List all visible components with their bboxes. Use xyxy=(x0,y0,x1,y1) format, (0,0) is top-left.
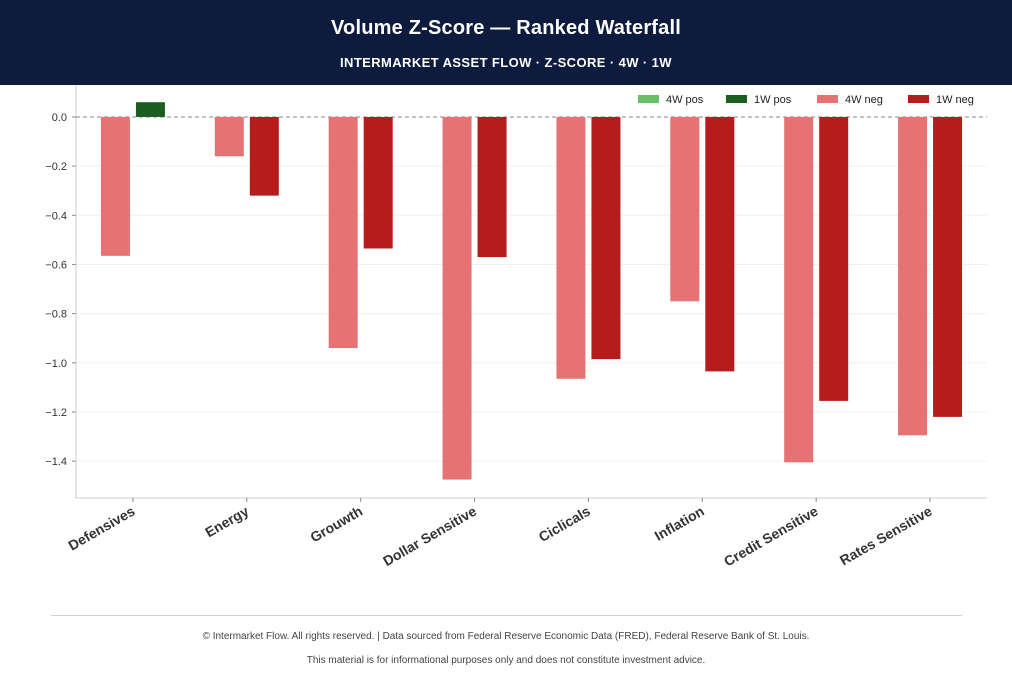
x-tick-label: Inflation xyxy=(652,503,707,544)
bar-1w-grouwth xyxy=(363,116,393,249)
y-tick-label: −1.4 xyxy=(45,456,67,468)
x-tick-label: Rates Sensitive xyxy=(837,503,935,569)
footer-disclaimer: This material is for informational purpo… xyxy=(306,655,706,666)
chart-title: Volume Z-Score — Ranked Waterfall xyxy=(330,17,681,39)
legend-swatch xyxy=(726,95,747,103)
chart-subtitle: INTERMARKET ASSET FLOW · Z-SCORE · 4W · … xyxy=(340,55,672,70)
y-tick-label: −0.4 xyxy=(45,210,67,222)
bar-1w-rates-sensitive xyxy=(933,116,963,417)
y-tick-label: −0.2 xyxy=(45,161,67,173)
bar-4w-defensives xyxy=(100,116,130,256)
bar-4w-credit-sensitive xyxy=(784,116,814,463)
bar-1w-dollar-sensitive xyxy=(477,116,507,258)
legend-label: 4W pos xyxy=(666,94,704,106)
legend-swatch xyxy=(817,95,838,103)
y-tick-label: 0.0 xyxy=(52,112,67,124)
bar-4w-inflation xyxy=(670,116,700,302)
bar-1w-ciclicals xyxy=(591,116,621,360)
y-tick-label: −1.0 xyxy=(45,358,67,370)
legend-swatch xyxy=(908,95,929,103)
legend-label: 1W pos xyxy=(754,94,792,106)
bar-4w-rates-sensitive xyxy=(898,116,928,436)
y-tick-label: −0.6 xyxy=(45,259,67,271)
x-tick-label: Energy xyxy=(202,503,251,541)
chart-header: Volume Z-Score — Ranked Waterfall INTERM… xyxy=(0,0,1012,85)
legend-swatch xyxy=(638,95,659,103)
bar-1w-energy xyxy=(249,116,279,196)
y-tick-label: −1.2 xyxy=(45,407,67,419)
x-tick-label: Ciclicals xyxy=(536,503,593,545)
bar-1w-defensives xyxy=(135,102,165,117)
x-tick-label: Defensives xyxy=(65,503,137,554)
bar-4w-dollar-sensitive xyxy=(442,116,472,480)
x-tick-label: Dollar Sensitive xyxy=(380,503,479,569)
bar-1w-inflation xyxy=(705,116,735,372)
bar-1w-credit-sensitive xyxy=(819,116,849,401)
y-tick-label: −0.8 xyxy=(45,309,67,321)
bar-4w-grouwth xyxy=(328,116,358,349)
footer-copyright: © Intermarket Flow. All rights reserved.… xyxy=(202,631,810,642)
legend-label: 1W neg xyxy=(936,94,974,106)
x-tick-label: Credit Sensitive xyxy=(721,503,821,570)
footer-divider xyxy=(51,615,962,616)
bar-chart: 0.0 −0.2 −0.4 −0.6 −0.8 −1.0 −1.2 −1.4 Defensive… xyxy=(45,85,987,570)
bar-4w-energy xyxy=(214,116,244,157)
bar-4w-ciclicals xyxy=(556,116,586,379)
x-tick-label: Grouwth xyxy=(307,503,365,546)
legend-label: 4W neg xyxy=(845,94,883,106)
